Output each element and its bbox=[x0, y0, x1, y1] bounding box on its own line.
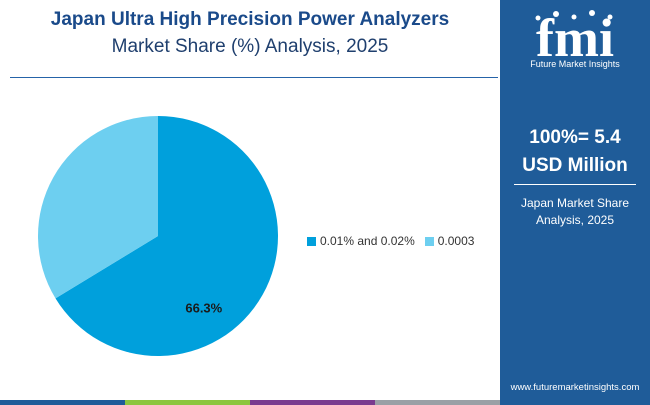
sidebar-caption-line-1: Japan Market Share bbox=[520, 196, 630, 210]
legend-item-2: 0.0003 bbox=[424, 234, 475, 248]
bottom-bar-segment-1 bbox=[0, 400, 125, 405]
chart-title: Japan Ultra High Precision Power Analyze… bbox=[0, 6, 500, 60]
bottom-color-bar bbox=[0, 400, 500, 405]
pie-chart: 66.3% bbox=[38, 116, 279, 357]
bottom-bar-segment-2 bbox=[125, 400, 250, 405]
legend-swatch-2 bbox=[424, 236, 434, 246]
pie-data-label-1: 66.3% bbox=[185, 301, 222, 316]
legend-item-1: 0.01% and 0.02% bbox=[307, 234, 415, 248]
pie-slice-2 bbox=[38, 116, 159, 299]
website-link[interactable]: www.futuremarketinsights.com bbox=[510, 382, 640, 393]
market-total: 100%= 5.4 USD Million bbox=[500, 124, 650, 180]
legend-label-2: 0.0003 bbox=[437, 234, 475, 248]
logo-subtext: Future Market Insights bbox=[530, 59, 620, 69]
pie-slice-1 bbox=[55, 116, 279, 357]
sidebar-caption-line-2: Analysis, 2025 bbox=[535, 213, 615, 227]
market-total-value: 100%= 5.4 bbox=[529, 127, 621, 148]
title-divider bbox=[10, 77, 498, 78]
bottom-bar-segment-4 bbox=[375, 400, 500, 405]
title-line-1: Japan Ultra High Precision Power Analyze… bbox=[50, 9, 450, 30]
sidebar-divider bbox=[514, 184, 636, 185]
title-line-2: Market Share (%) Analysis, 2025 bbox=[111, 36, 389, 57]
chart-legend: 0.01% and 0.02% 0.0003 bbox=[307, 234, 484, 248]
sidebar-panel: fmi Future Market Insights 100%= 5.4 USD… bbox=[500, 0, 650, 405]
legend-swatch-1 bbox=[307, 236, 316, 246]
legend-label-1: 0.01% and 0.02% bbox=[320, 234, 415, 248]
sidebar-caption: Japan Market Share Analysis, 2025 bbox=[500, 195, 650, 229]
bottom-bar-segment-3 bbox=[250, 400, 375, 405]
fmi-logo-icon: fmi bbox=[535, 8, 614, 68]
market-total-unit: USD Million bbox=[522, 155, 628, 176]
